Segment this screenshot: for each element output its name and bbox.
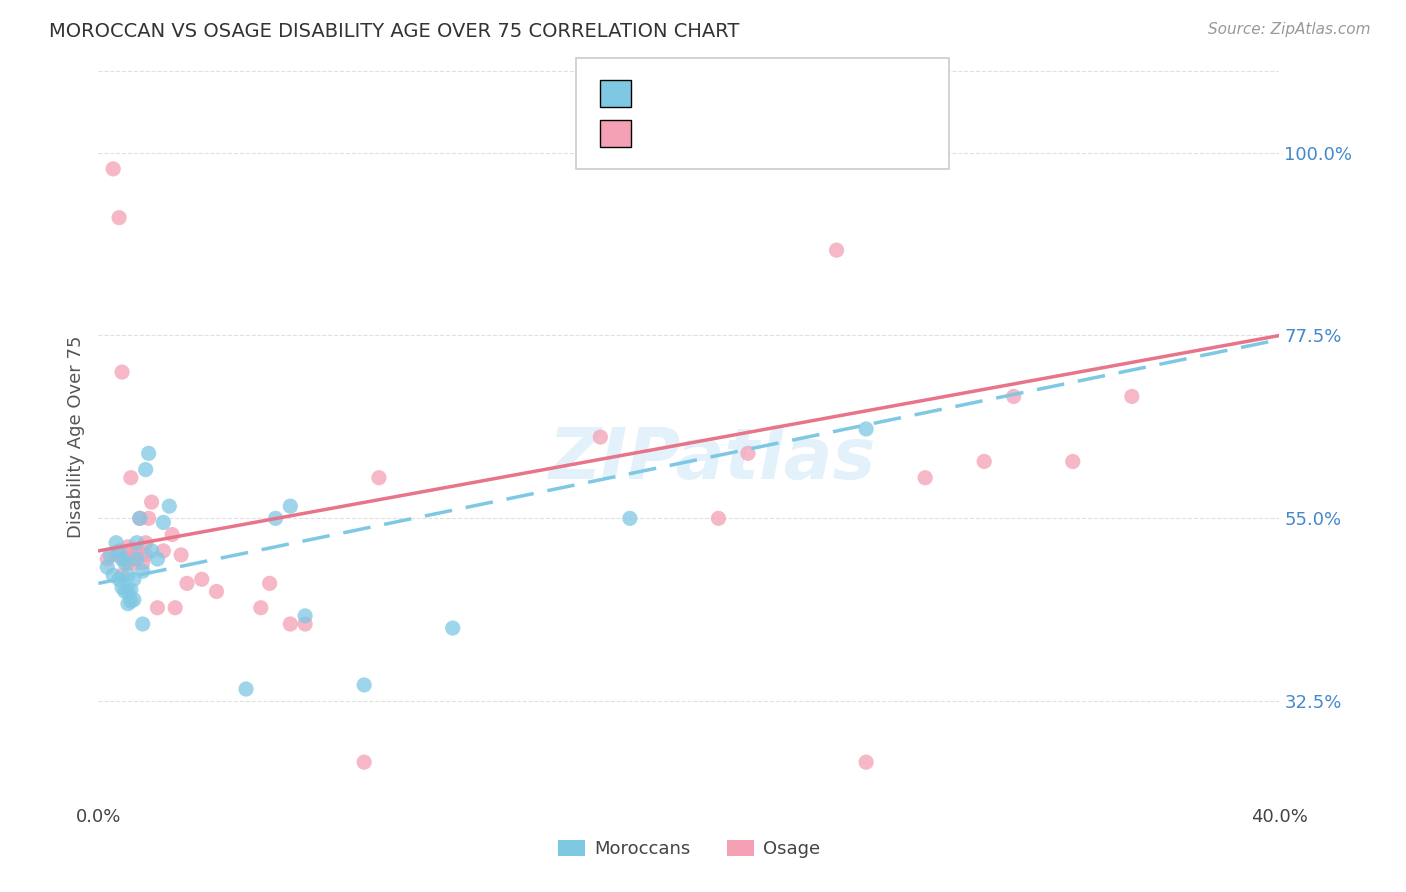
Point xyxy=(294,617,316,632)
Point xyxy=(191,572,214,586)
Point xyxy=(1002,389,1025,403)
Point xyxy=(96,552,118,566)
Point xyxy=(264,511,287,525)
Point xyxy=(132,617,155,632)
Point xyxy=(98,548,121,562)
Text: ZIPatlas: ZIPatlas xyxy=(548,425,876,493)
Point xyxy=(117,540,139,554)
Point xyxy=(353,755,375,769)
Point xyxy=(117,556,139,570)
Point xyxy=(165,600,187,615)
Point xyxy=(120,582,142,597)
Point xyxy=(914,471,936,485)
Text: 44: 44 xyxy=(825,129,852,148)
Point xyxy=(353,678,375,692)
Point xyxy=(114,552,136,566)
Point xyxy=(122,556,145,570)
Point xyxy=(280,499,302,513)
Point xyxy=(135,462,157,476)
Point xyxy=(855,422,877,436)
Point xyxy=(132,564,155,578)
Point xyxy=(122,572,145,586)
Point xyxy=(707,511,730,525)
Point xyxy=(108,544,131,558)
Point xyxy=(125,544,148,558)
Point xyxy=(125,552,148,566)
Point xyxy=(135,535,157,549)
Point xyxy=(132,556,155,570)
Point xyxy=(138,446,160,460)
Point xyxy=(111,365,134,379)
Legend: Moroccans, Osage: Moroccans, Osage xyxy=(550,830,828,867)
Point xyxy=(176,576,198,591)
Point xyxy=(294,608,316,623)
Point xyxy=(108,211,131,225)
Text: 0.267: 0.267 xyxy=(685,129,759,148)
Point xyxy=(96,560,118,574)
Point xyxy=(973,454,995,468)
Point xyxy=(250,600,273,615)
Point xyxy=(128,511,150,525)
Point xyxy=(114,584,136,599)
Point xyxy=(125,535,148,549)
Point xyxy=(152,516,174,530)
Point xyxy=(117,568,139,582)
Point xyxy=(105,535,128,549)
Point xyxy=(117,597,139,611)
Point xyxy=(1062,454,1084,468)
Point xyxy=(108,572,131,586)
Point xyxy=(441,621,464,635)
Point xyxy=(128,511,150,525)
Text: 0.187: 0.187 xyxy=(685,89,759,108)
Point xyxy=(205,584,228,599)
Point xyxy=(105,548,128,562)
Point xyxy=(103,568,125,582)
Text: 36: 36 xyxy=(825,89,852,108)
Point xyxy=(855,755,877,769)
Point xyxy=(122,592,145,607)
Point xyxy=(157,499,180,513)
Point xyxy=(280,617,302,632)
Point xyxy=(117,544,139,558)
Point xyxy=(141,495,163,509)
Text: R =: R = xyxy=(643,89,685,108)
Point xyxy=(170,548,193,562)
Point xyxy=(152,544,174,558)
Point xyxy=(117,584,139,599)
Point xyxy=(120,471,142,485)
Point xyxy=(146,600,169,615)
Point xyxy=(259,576,281,591)
Point xyxy=(111,552,134,566)
Point xyxy=(125,548,148,562)
Point xyxy=(825,243,848,257)
Text: N =: N = xyxy=(762,89,824,108)
Point xyxy=(138,511,160,525)
Point xyxy=(146,552,169,566)
Point xyxy=(103,161,125,176)
Point xyxy=(162,527,183,541)
Point xyxy=(1121,389,1143,403)
Point xyxy=(135,548,157,562)
Text: Source: ZipAtlas.com: Source: ZipAtlas.com xyxy=(1208,22,1371,37)
Point xyxy=(111,581,134,595)
Point xyxy=(619,511,641,525)
Point xyxy=(737,446,759,460)
Point xyxy=(120,594,142,608)
Point xyxy=(235,681,257,696)
Point xyxy=(589,430,612,444)
Y-axis label: Disability Age Over 75: Disability Age Over 75 xyxy=(66,335,84,539)
Text: MOROCCAN VS OSAGE DISABILITY AGE OVER 75 CORRELATION CHART: MOROCCAN VS OSAGE DISABILITY AGE OVER 75… xyxy=(49,22,740,41)
Point xyxy=(114,556,136,570)
Text: N =: N = xyxy=(762,129,824,148)
Point xyxy=(141,544,163,558)
Point xyxy=(368,471,391,485)
Text: R =: R = xyxy=(643,129,685,148)
Point xyxy=(111,568,134,582)
